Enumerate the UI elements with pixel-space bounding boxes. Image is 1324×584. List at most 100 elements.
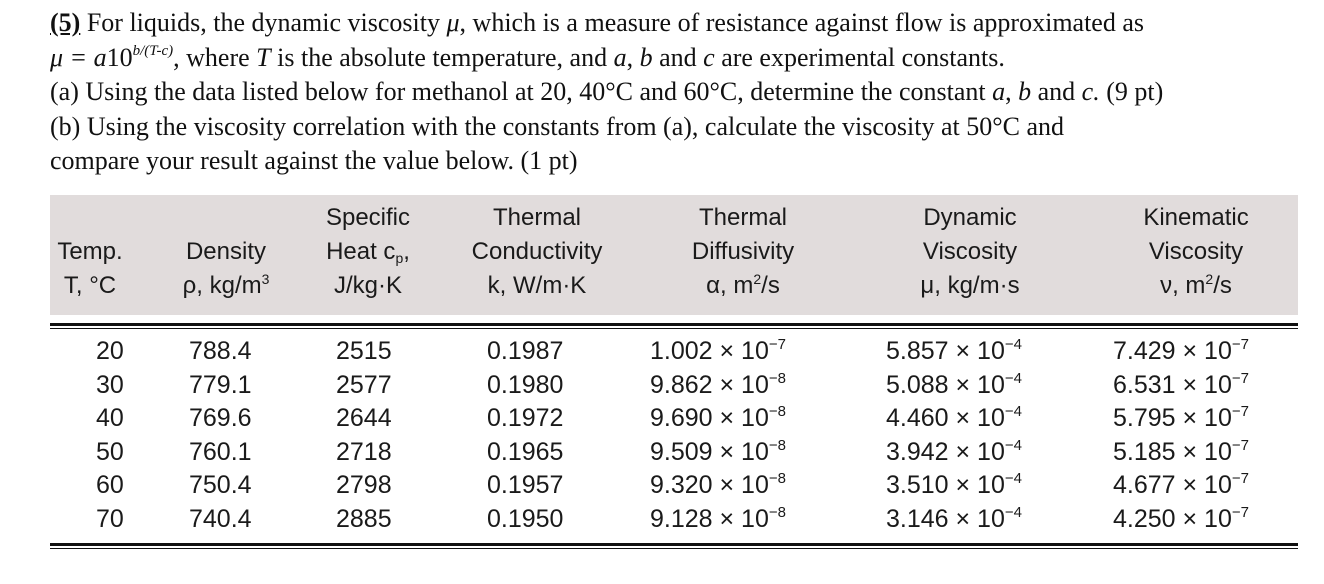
- cell-alpha: 1.002 × 10−7: [650, 336, 786, 365]
- header-line: Diffusivity: [691, 238, 795, 265]
- column-header: Specific Heat cp, J/kg·K: [326, 201, 410, 303]
- cell-nu: 6.531 × 10−7: [1113, 369, 1249, 399]
- cell-k: 0.1987: [487, 337, 564, 365]
- table-header-background: [50, 195, 1298, 315]
- header-line: Thermal: [492, 204, 582, 231]
- cell-rho: 740.4: [189, 505, 252, 533]
- exponent: −7: [1231, 403, 1249, 421]
- exponent: −8: [768, 436, 786, 454]
- cell-mu: 3.942 × 10−4: [886, 436, 1022, 466]
- exponent: −4: [1004, 436, 1022, 454]
- cell-t: 60: [96, 471, 124, 500]
- cell-k: 0.1980: [487, 370, 564, 399]
- exponent: −8: [768, 369, 786, 387]
- column-header: Kinematic Viscosity ν, m2/s: [1143, 201, 1248, 303]
- cell-rho: 769.6: [189, 404, 252, 433]
- part-b-line-1: (b) Using the viscosity correlation with…: [50, 111, 1065, 141]
- problem-line-2: μ = a10b/(T-c), where T is the absolute …: [50, 42, 1005, 72]
- header-rule-top: [50, 323, 1298, 326]
- exponent: −7: [1231, 336, 1249, 353]
- bottom-rule-top: [50, 543, 1298, 546]
- header-line: ρ, kg/m3: [182, 271, 270, 299]
- cell-cp: 2577: [336, 370, 392, 399]
- exponent: −8: [768, 470, 786, 488]
- exponent: −7: [1231, 436, 1249, 454]
- cell-nu: 5.795 × 10−7: [1113, 403, 1249, 433]
- cell-alpha: 9.862 × 10−8: [650, 369, 786, 399]
- header-line: J/kg·K: [333, 272, 403, 299]
- exponent: −4: [1004, 403, 1022, 421]
- formula: μ = a: [50, 42, 107, 72]
- header-line: Viscosity: [1148, 238, 1244, 265]
- problem-statement: (5) For liquids, the dynamic viscosity μ…: [50, 6, 1315, 179]
- exponent: −7: [1231, 470, 1249, 488]
- header-line: Heat cp,: [326, 238, 410, 266]
- cell-nu: 4.250 × 10−7: [1113, 504, 1249, 533]
- cell-mu: 5.857 × 10−4: [886, 336, 1022, 365]
- header-line: Density: [185, 238, 267, 265]
- header-line: Conductivity: [471, 238, 603, 265]
- cell-t: 50: [96, 437, 124, 466]
- exponent: −4: [1004, 369, 1022, 387]
- header-line: μ, kg/m·s: [920, 272, 1020, 299]
- header-line: [183, 201, 270, 235]
- bottom-rule-bottom: [50, 548, 1298, 549]
- header-line: ν, m2/s: [1160, 271, 1232, 299]
- cell-nu: 7.429 × 10−7: [1113, 336, 1249, 365]
- column-header: Temp. T, °C: [57, 201, 122, 303]
- header-suffix: /s: [761, 272, 780, 299]
- column-header: Density ρ, kg/m3: [183, 201, 270, 303]
- exponent: −8: [768, 504, 786, 521]
- cell-t: 20: [96, 337, 124, 365]
- cell-cp: 2644: [336, 404, 392, 433]
- column-header: Dynamic Viscosity μ, kg/m·s: [920, 201, 1019, 303]
- header-line: Kinematic: [1143, 204, 1249, 231]
- header-line: Specific: [325, 204, 411, 231]
- exponent: −8: [768, 403, 786, 421]
- cell-cp: 2718: [336, 437, 392, 466]
- methanol-properties-table: Temp. T, °C Density ρ, kg/m3 Specific Heat c…: [50, 195, 1298, 551]
- cell-rho: 788.4: [189, 337, 252, 365]
- problem-number: (5): [50, 8, 81, 37]
- header-line: k, W/m·K: [487, 272, 587, 299]
- cell-k: 0.1957: [487, 471, 564, 500]
- cell-mu: 3.146 × 10−4: [886, 504, 1022, 533]
- cell-rho: 779.1: [189, 370, 252, 399]
- column-header: Thermal Diffusivity α, m2/s: [692, 201, 794, 303]
- header-line: Temp.: [57, 238, 123, 265]
- header-superscript: 3: [261, 271, 270, 287]
- header-line: Viscosity: [922, 238, 1018, 265]
- cell-alpha: 9.690 × 10−8: [650, 403, 786, 433]
- cell-nu: 5.185 × 10−7: [1113, 436, 1249, 466]
- header-line: T, °C: [63, 272, 117, 299]
- cell-alpha: 9.509 × 10−8: [650, 436, 786, 466]
- exponent: −4: [1004, 336, 1022, 353]
- cell-k: 0.1972: [487, 404, 564, 433]
- header-line: Dynamic: [923, 204, 1017, 231]
- cell-cp: 2885: [336, 505, 392, 533]
- exponent: −7: [1231, 504, 1249, 521]
- cell-mu: 5.088 × 10−4: [886, 369, 1022, 399]
- cell-alpha: 9.320 × 10−8: [650, 470, 786, 500]
- part-a: (a) Using the data listed below for meth…: [50, 77, 1164, 106]
- header-line: α, m2/s: [706, 271, 780, 299]
- cell-k: 0.1965: [487, 437, 564, 466]
- cell-t: 30: [96, 370, 124, 399]
- cell-rho: 750.4: [189, 471, 252, 500]
- problem-line-1: (5) For liquids, the dynamic viscosity μ…: [50, 8, 1145, 37]
- cell-rho: 760.1: [189, 437, 252, 466]
- header-suffix: /s: [1213, 272, 1232, 299]
- cell-mu: 3.510 × 10−4: [886, 470, 1022, 500]
- cell-alpha: 9.128 × 10−8: [650, 504, 786, 533]
- header-line: Thermal: [698, 204, 788, 231]
- column-header: Thermal Conductivity k, W/m·K: [472, 201, 603, 303]
- cell-k: 0.1950: [487, 505, 564, 533]
- part-b-line-2: compare your result against the value be…: [50, 146, 578, 175]
- header-superscript: 2: [1205, 271, 1214, 287]
- exponent: −7: [768, 336, 786, 353]
- cell-t: 40: [96, 404, 124, 433]
- cell-cp: 2515: [336, 337, 392, 365]
- header-line: [57, 201, 122, 235]
- exponent: −7: [1231, 369, 1249, 387]
- header-rule-bottom: [50, 328, 1298, 329]
